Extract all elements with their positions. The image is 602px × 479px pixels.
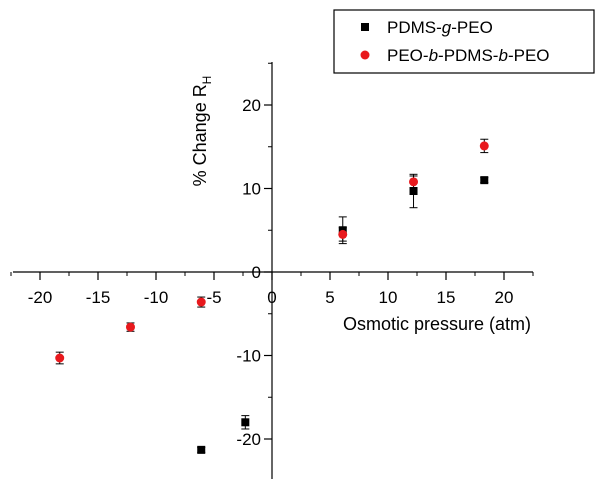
legend-marker-peo-b-pdms-b-peo (360, 50, 370, 60)
legend-label-peo-b-pdms-b-peo: PEO-b-PDMS-b-PEO (387, 46, 550, 65)
x-tick-label: -20 (28, 288, 53, 307)
legend-label-part: PEO- (387, 46, 429, 65)
data-point-peo-b-pdms-b-peo (196, 297, 206, 307)
x-tick-label: 5 (325, 288, 334, 307)
legend-label-part: -PEO (451, 18, 493, 37)
legend-marker-pdms-g-peo (361, 23, 369, 31)
y-tick-label: 0 (252, 263, 261, 282)
y-axis-title-main: % Change R (190, 84, 210, 186)
tick-marks (10, 62, 534, 440)
data-point-peo-b-pdms-b-peo (338, 229, 348, 239)
legend-label-pdms-g-peo: PDMS-g-PEO (387, 18, 493, 37)
data-points (55, 138, 489, 454)
legend-label-part: g (442, 18, 452, 37)
y-tick-label: 20 (242, 96, 261, 115)
tick-labels: -20 -15 -10 -5 0 5 10 15 20 -20 -10 0 10 20 (28, 96, 514, 449)
legend-label-part: -PDMS- (438, 46, 498, 65)
x-tick-label: -5 (206, 288, 221, 307)
x-axis-title: Osmotic pressure (atm) (343, 314, 531, 334)
y-tick-label: 10 (242, 180, 261, 199)
legend-label-part: -PEO (508, 46, 550, 65)
x-tick-label: -10 (144, 288, 169, 307)
legend-label-part: PDMS- (387, 18, 442, 37)
x-tick-label: 10 (379, 288, 398, 307)
data-point-pdms-g-peo (241, 418, 250, 427)
y-tick-label: -20 (236, 430, 261, 449)
axes (13, 62, 533, 479)
legend-label-part: b (429, 46, 438, 65)
data-point-peo-b-pdms-b-peo (479, 141, 489, 151)
x-tick-label: 0 (267, 288, 276, 307)
x-tick-label: 15 (437, 288, 456, 307)
data-point-peo-b-pdms-b-peo (55, 353, 65, 363)
data-point-pdms-g-peo (409, 187, 418, 196)
y-axis-title-subscript: H (200, 76, 214, 85)
data-point-peo-b-pdms-b-peo (409, 177, 419, 187)
data-point-pdms-g-peo (197, 445, 206, 454)
y-axis-title: % Change RH (190, 76, 214, 187)
data-point-peo-b-pdms-b-peo (125, 322, 135, 332)
legend-box (333, 9, 595, 74)
data-point-pdms-g-peo (480, 176, 489, 185)
x-tick-label: -15 (86, 288, 111, 307)
y-tick-label: -10 (236, 347, 261, 366)
legend: PDMS-g-PEO PEO-b-PDMS-b-PEO (333, 9, 595, 74)
legend-label-part: b (498, 46, 507, 65)
x-tick-label: 20 (495, 288, 514, 307)
